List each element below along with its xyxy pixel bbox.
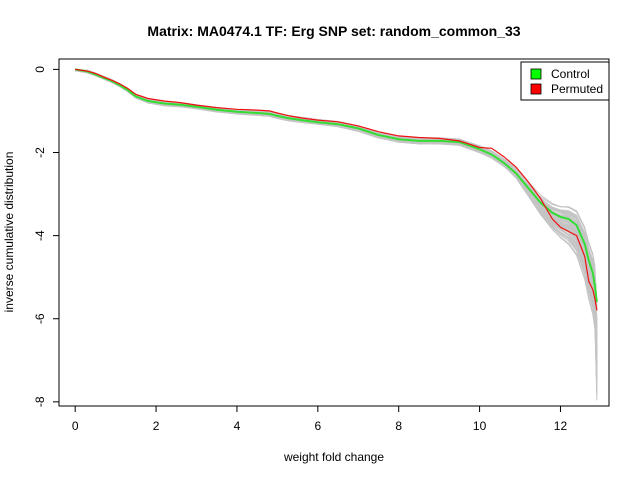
background-run-line — [75, 68, 598, 376]
background-run-line — [75, 68, 598, 382]
background-run-line — [75, 68, 598, 308]
background-run-line — [75, 70, 598, 330]
background-run-line — [75, 68, 598, 386]
background-run-line — [75, 70, 598, 317]
background-run-line — [75, 69, 598, 341]
background-run-line — [75, 70, 598, 372]
y-axis: 0 -2 -4 -6 -8 — [33, 66, 60, 407]
background-run-line — [75, 70, 598, 349]
series-line-control — [75, 68, 598, 303]
y-tick-label: -8 — [33, 396, 47, 407]
background-run-line — [75, 68, 598, 311]
background-run-line — [75, 69, 598, 337]
background-run-line — [75, 69, 598, 358]
background-run-line — [75, 68, 598, 353]
background-run-line — [75, 69, 598, 308]
background-runs — [75, 68, 598, 401]
background-run-line — [75, 68, 598, 375]
background-run-line — [75, 70, 598, 388]
background-run-line — [75, 69, 598, 312]
background-run-line — [75, 68, 598, 383]
x-tick-label: 8 — [395, 419, 402, 433]
legend-label-permuted: Permuted — [551, 82, 603, 96]
background-run-line — [75, 69, 598, 379]
background-run-line — [75, 68, 598, 374]
background-run-line — [75, 68, 598, 372]
y-tick-label: -4 — [33, 230, 47, 241]
x-tick-label: 4 — [234, 419, 241, 433]
series-layer — [75, 68, 598, 311]
background-run-line — [75, 68, 598, 343]
x-axis: 0 2 4 6 8 10 12 — [72, 405, 568, 433]
background-run-line — [75, 69, 598, 325]
y-tick-label: -6 — [33, 313, 47, 324]
background-run-line — [75, 68, 598, 357]
background-run-line — [75, 69, 598, 321]
legend-swatch-permuted — [530, 83, 542, 95]
x-tick-label: 6 — [314, 419, 321, 433]
background-run-line — [75, 68, 598, 335]
background-run-line — [75, 69, 598, 365]
x-tick-label: 2 — [153, 419, 160, 433]
background-run-line — [75, 69, 598, 330]
background-run-line — [75, 68, 598, 346]
chart-title: Matrix: MA0474.1 TF: Erg SNP set: random… — [147, 23, 520, 39]
legend-label-control: Control — [551, 67, 590, 81]
background-run-line — [75, 68, 598, 348]
background-run-line — [75, 69, 598, 362]
y-tick-label: -2 — [33, 147, 47, 158]
y-axis-label: inverse cumulative distribution — [2, 152, 16, 313]
background-run-line — [75, 70, 598, 369]
y-tick-label: 0 — [33, 66, 47, 73]
background-run-line — [75, 69, 598, 369]
x-axis-label: weight fold change — [283, 450, 384, 464]
plot-frame — [58, 58, 610, 407]
background-run-line — [75, 69, 598, 342]
background-run-line — [75, 68, 598, 328]
series-line-permuted — [75, 68, 598, 311]
background-run-line — [75, 70, 598, 376]
x-tick-label: 10 — [473, 419, 487, 433]
background-run-line — [75, 68, 598, 364]
background-run-line — [75, 68, 598, 355]
background-run-line — [75, 69, 598, 364]
background-run-line — [75, 69, 598, 327]
background-run-line — [75, 68, 598, 337]
background-run-line — [75, 68, 598, 329]
background-run-line — [75, 70, 598, 324]
background-run-line — [75, 68, 598, 401]
background-run-line — [75, 68, 598, 385]
legend-swatch-control — [530, 68, 542, 80]
background-run-line — [75, 69, 598, 302]
background-run-line — [75, 69, 598, 351]
background-run-line — [75, 69, 598, 357]
background-run-line — [75, 69, 598, 351]
background-run-line — [75, 69, 598, 377]
background-run-line — [75, 68, 598, 367]
background-run-line — [75, 68, 598, 328]
background-run-line — [75, 68, 598, 395]
background-run-line — [75, 69, 598, 324]
background-run-line — [75, 69, 598, 370]
x-tick-label: 12 — [554, 419, 568, 433]
background-run-line — [75, 70, 598, 355]
background-run-line — [75, 69, 598, 308]
x-tick-label: 0 — [72, 419, 79, 433]
background-run-line — [75, 68, 598, 395]
background-run-line — [75, 68, 598, 310]
legend: Control Permuted — [520, 61, 610, 101]
